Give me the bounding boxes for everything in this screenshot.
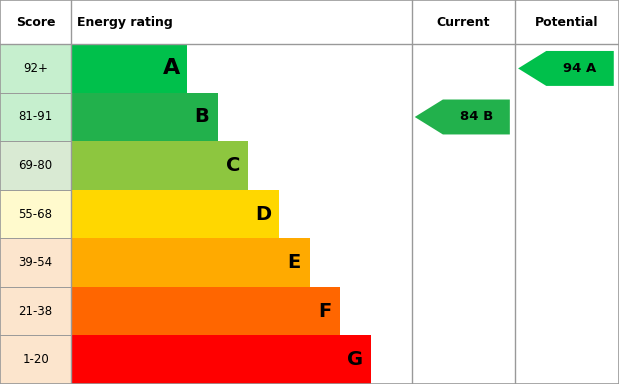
Bar	[0, 190, 71, 238]
Text: B: B	[195, 108, 209, 126]
Text: F: F	[318, 302, 331, 321]
Bar	[71, 93, 218, 141]
Bar	[71, 190, 279, 238]
Bar	[71, 287, 340, 336]
Text: 81-91: 81-91	[19, 111, 53, 124]
Bar	[71, 336, 371, 384]
Text: 84 B: 84 B	[460, 111, 493, 124]
Text: Energy rating: Energy rating	[77, 16, 173, 28]
Text: Score: Score	[16, 16, 55, 28]
Text: 39-54: 39-54	[19, 256, 53, 269]
Bar	[71, 44, 187, 93]
Text: A: A	[163, 58, 180, 78]
Bar	[0, 287, 71, 336]
Text: 21-38: 21-38	[19, 305, 53, 318]
Text: G: G	[347, 350, 363, 369]
Text: Current: Current	[436, 16, 490, 28]
Text: 55-68: 55-68	[19, 208, 53, 220]
Bar	[0, 238, 71, 287]
Text: C: C	[225, 156, 240, 175]
Bar	[0, 336, 71, 384]
Text: 94 A: 94 A	[563, 62, 597, 75]
Text: D: D	[255, 205, 272, 223]
Text: Potential: Potential	[535, 16, 599, 28]
Polygon shape	[518, 51, 614, 86]
Bar	[0, 44, 71, 93]
Bar	[0, 93, 71, 141]
Bar	[71, 238, 310, 287]
Polygon shape	[415, 99, 510, 134]
Bar	[71, 141, 248, 190]
Bar	[0, 0, 619, 44]
Text: 92+: 92+	[23, 62, 48, 75]
Text: 69-80: 69-80	[19, 159, 53, 172]
Bar	[0, 141, 71, 190]
Text: E: E	[287, 253, 301, 272]
Text: 1-20: 1-20	[22, 353, 49, 366]
